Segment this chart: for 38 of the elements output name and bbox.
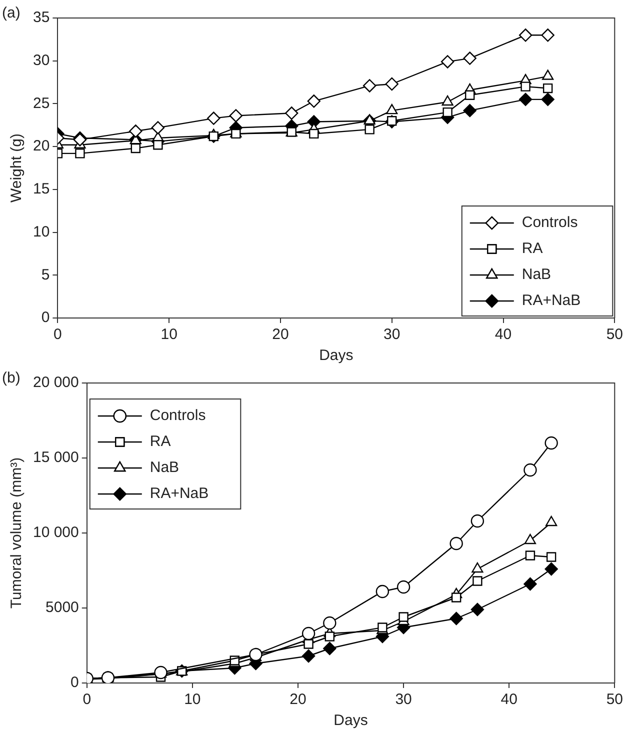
y-tick-label: 35 <box>32 9 50 26</box>
y-tick-label: 5 <box>41 266 50 284</box>
x-tick-label: 10 <box>160 326 178 344</box>
x-axis-title: Days <box>319 347 354 364</box>
x-axis-title: Days <box>334 712 368 730</box>
x-tick-label: 50 <box>606 691 623 708</box>
y-tick-label: 25 <box>32 94 50 112</box>
y-tick-label: 30 <box>32 52 50 69</box>
legend-label: RA <box>150 433 171 450</box>
x-tick-label: 30 <box>395 691 412 708</box>
legend-label: RA+NaB <box>522 292 581 310</box>
legend-label: Controls <box>522 214 578 232</box>
chart-title: (b) <box>2 370 20 387</box>
y-tick-label: 10 <box>32 223 50 240</box>
y-axis-title: Tumoral volume (mm³) <box>8 457 26 609</box>
x-tick-label: 40 <box>500 691 518 708</box>
y-tick-label: 15 <box>32 180 50 198</box>
x-tick-label: 10 <box>184 691 201 708</box>
x-tick-label: 50 <box>606 326 623 344</box>
x-tick-label: 0 <box>82 691 92 708</box>
legend-label: NaB <box>150 459 180 476</box>
y-tick-label: 15 000 <box>32 449 79 466</box>
y-tick-label: 0 <box>41 309 50 326</box>
chart-title: (a) <box>2 4 20 22</box>
x-tick-label: 40 <box>494 326 512 344</box>
legend-label: RA <box>522 240 543 258</box>
y-tick-label: 5000 <box>46 599 79 616</box>
y-tick-label: 10 000 <box>32 524 79 542</box>
x-tick-label: 20 <box>290 691 306 708</box>
legend-label: NaB <box>522 266 552 284</box>
y-tick-label: 20 <box>32 138 50 155</box>
y-tick-label: 0 <box>70 674 79 692</box>
y-axis-title: Weight (g) <box>8 134 26 202</box>
x-tick-label: 30 <box>384 326 400 344</box>
legend-label: RA+NaB <box>150 485 209 502</box>
x-tick-label: 20 <box>272 326 289 344</box>
y-tick-label: 20 000 <box>32 374 79 392</box>
legend-label: Controls <box>150 407 206 424</box>
